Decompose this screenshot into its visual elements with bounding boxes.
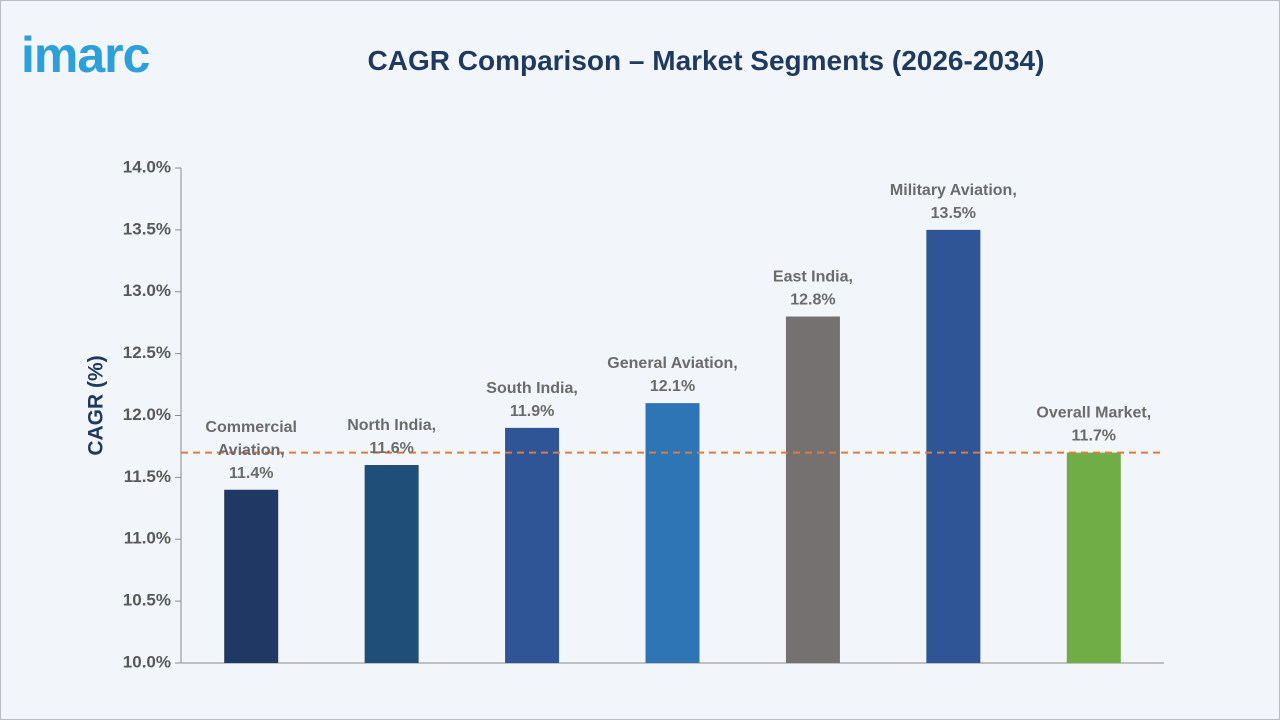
bar-overall-market [1066,452,1121,663]
bar-general-aviation [645,403,700,663]
y-tick-label: 13.5% [123,219,171,238]
bar-south-india [505,427,560,663]
y-tick-label: 12.0% [123,405,171,424]
data-label: South India, 11.9% [486,380,578,420]
y-tick-label: 10.0% [123,652,171,671]
imarc-logo: imarc [21,27,151,83]
y-tick-label: 13.0% [123,281,171,300]
data-label: North India, 11.6% [347,417,436,457]
y-axis-label: CAGR (%) [85,355,108,455]
bar-east-india [785,316,840,663]
data-label: General Aviation, 12.1% [607,355,737,395]
data-label: Military Aviation, 13.5% [890,182,1017,222]
bar-commercial-aviation [224,489,279,663]
y-tick-label: 11.0% [124,529,171,548]
logo-text: imarc [21,27,150,83]
data-label: Overall Market, 11.7% [1036,405,1151,445]
y-tick-label: 11.5% [124,467,171,486]
data-label: Commercial Aviation, 11.4% [205,419,297,482]
y-tick-label: 14.0% [123,157,171,176]
data-label: East India, 12.8% [773,269,853,309]
bars-group [224,229,1121,663]
chart-title: CAGR Comparison – Market Segments (2026-… [367,45,1045,76]
y-axis-ticks: 10.0% 10.5% 11.0% 11.5% 12.0% 12.5% 13.0% 13.5%… [123,157,181,671]
bar-military-aviation [926,229,981,663]
data-labels-group: Commercial Aviation, 11.4% North India, 11.6… [205,182,1151,482]
y-tick-label: 10.5% [123,591,171,610]
bar-north-india [364,465,419,663]
y-tick-label: 12.5% [123,343,171,362]
